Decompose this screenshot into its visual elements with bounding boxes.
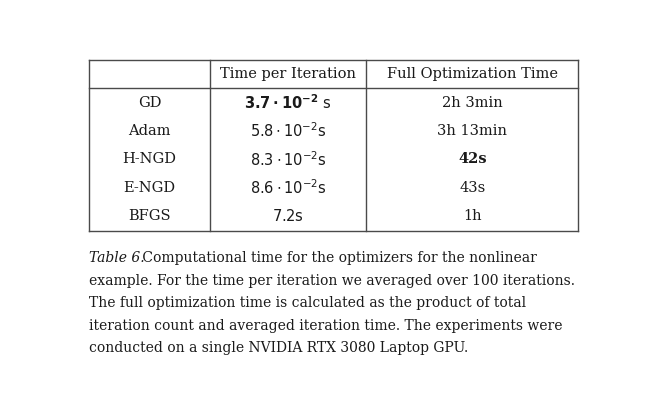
Text: $7.2$s: $7.2$s bbox=[273, 208, 304, 224]
Text: conducted on a single NVIDIA RTX 3080 Laptop GPU.: conducted on a single NVIDIA RTX 3080 La… bbox=[89, 341, 468, 355]
Text: 42s: 42s bbox=[458, 153, 487, 166]
Text: 43s: 43s bbox=[459, 181, 486, 195]
Text: iteration count and averaged iteration time. The experiments were: iteration count and averaged iteration t… bbox=[89, 319, 562, 333]
Text: 1h: 1h bbox=[463, 209, 482, 223]
Text: Table 6.: Table 6. bbox=[89, 251, 145, 265]
Text: Adam: Adam bbox=[128, 124, 171, 138]
Text: example. For the time per iteration we averaged over 100 iterations.: example. For the time per iteration we a… bbox=[89, 274, 575, 287]
Text: Computational time for the optimizers for the nonlinear: Computational time for the optimizers fo… bbox=[139, 251, 537, 265]
Text: H-NGD: H-NGD bbox=[122, 153, 176, 166]
Text: 3h 13min: 3h 13min bbox=[437, 124, 507, 138]
Text: $5.8 \cdot 10^{-2}$s: $5.8 \cdot 10^{-2}$s bbox=[250, 122, 327, 140]
Text: E-NGD: E-NGD bbox=[124, 181, 176, 195]
Text: $\mathbf{3.7 \cdot 10^{-2}}$ s: $\mathbf{3.7 \cdot 10^{-2}}$ s bbox=[245, 93, 332, 112]
Text: BFGS: BFGS bbox=[128, 209, 171, 223]
Text: Time per Iteration: Time per Iteration bbox=[220, 67, 356, 81]
Text: $8.3 \cdot 10^{-2}$s: $8.3 \cdot 10^{-2}$s bbox=[250, 150, 327, 169]
Text: 2h 3min: 2h 3min bbox=[442, 96, 503, 109]
Text: $8.6 \cdot 10^{-2}$s: $8.6 \cdot 10^{-2}$s bbox=[250, 179, 327, 197]
Text: GD: GD bbox=[138, 96, 161, 109]
Text: Full Optimization Time: Full Optimization Time bbox=[387, 67, 558, 81]
Text: The full optimization time is calculated as the product of total: The full optimization time is calculated… bbox=[89, 296, 526, 310]
